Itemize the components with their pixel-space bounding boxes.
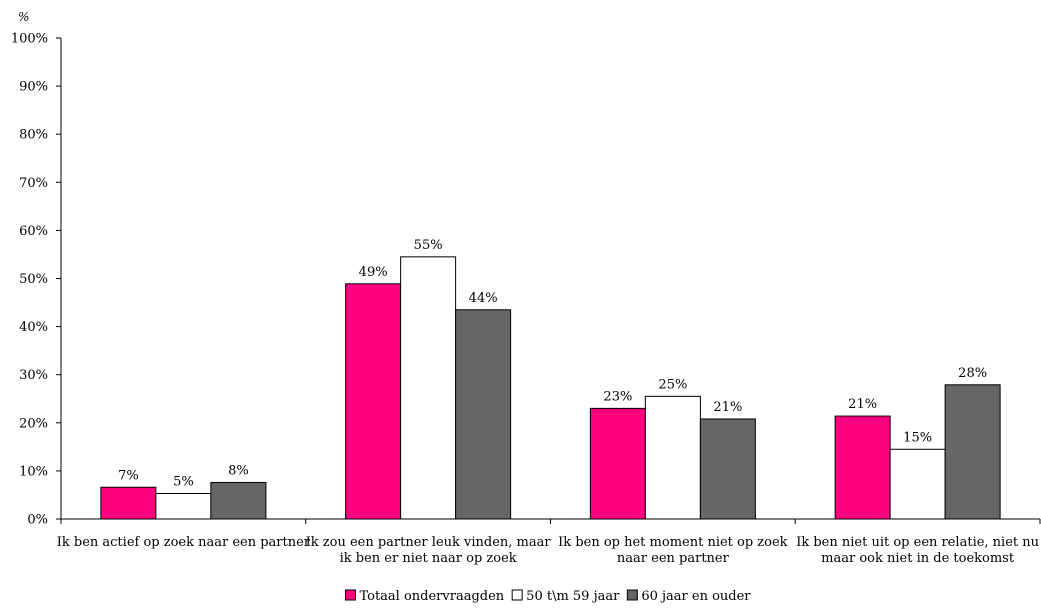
category-labels: Ik ben actief op zoek naar een partnerIk… (57, 535, 1039, 566)
legend-label: 50 t\m 59 jaar (526, 589, 620, 604)
y-tick-label: 60% (19, 224, 48, 239)
bar-value-label: 28% (958, 366, 987, 381)
bar (455, 309, 512, 520)
y-tick-label: 0% (27, 513, 48, 528)
bar (834, 415, 891, 520)
category-label: Ik ben op het moment niet op zoek (558, 535, 788, 550)
bar-value-label: 49% (359, 265, 388, 280)
category-label: Ik zou een partner leuk vinden, maar (306, 535, 552, 550)
category-label: ik ben er niet naar op zoek (340, 551, 517, 566)
y-tick-label: 20% (19, 416, 48, 431)
bar-value-label: 55% (414, 238, 443, 253)
legend-swatch (511, 589, 523, 601)
bar-value-label: 8% (228, 463, 249, 478)
bar (210, 481, 267, 520)
y-tick-label: 30% (19, 368, 48, 383)
y-axis-ticks: 0% 10% 20% 30% 40% 50% 60% 70% 80% 90% 100% (11, 32, 61, 528)
bar (345, 283, 402, 520)
bar-value-label: 5% (173, 475, 194, 490)
y-tick-label: 100% (11, 32, 48, 47)
category-label: Ik ben actief op zoek naar een partner (57, 535, 311, 550)
y-tick-label: 40% (19, 320, 48, 335)
bar (589, 407, 646, 520)
y-unit-label: % (18, 10, 29, 24)
y-tick-label: 80% (19, 128, 48, 143)
category-label: maar ook niet in de toekomst (821, 551, 1015, 566)
bar (944, 384, 1001, 520)
bar-value-label: 44% (469, 291, 498, 306)
legend-swatch (626, 589, 638, 601)
bar (699, 418, 756, 520)
category-label: Ik ben niet uit op een relatie, niet nu (796, 535, 1039, 550)
legend: Totaal ondervraagden 50 t\m 59 jaar 60 jaa… (344, 589, 751, 604)
bar (889, 448, 946, 520)
category-label: naar een partner (617, 551, 730, 566)
y-tick-label: 50% (19, 272, 48, 287)
y-tick-label: 90% (19, 80, 48, 95)
y-tick-label: 10% (19, 464, 48, 479)
bars (100, 256, 1001, 520)
legend-label: 60 jaar en ouder (641, 589, 751, 604)
bar-value-labels: 7% 5% 8% 49% 55% 44% 23% 25% 21% 21% 15% 28% (118, 238, 987, 490)
bar (644, 395, 701, 520)
legend-label: Totaal ondervraagden (359, 589, 504, 604)
bar (155, 493, 212, 520)
y-tick-label: 70% (19, 176, 48, 191)
bar-value-label: 15% (903, 430, 932, 445)
bar-value-label: 23% (603, 389, 632, 404)
bar-value-label: 7% (118, 468, 139, 483)
bar (400, 256, 457, 520)
bar (100, 486, 157, 520)
legend-swatch (344, 589, 356, 601)
bar-value-label: 21% (848, 397, 877, 412)
bar-value-label: 21% (713, 400, 742, 415)
bar-value-label: 25% (658, 377, 687, 392)
